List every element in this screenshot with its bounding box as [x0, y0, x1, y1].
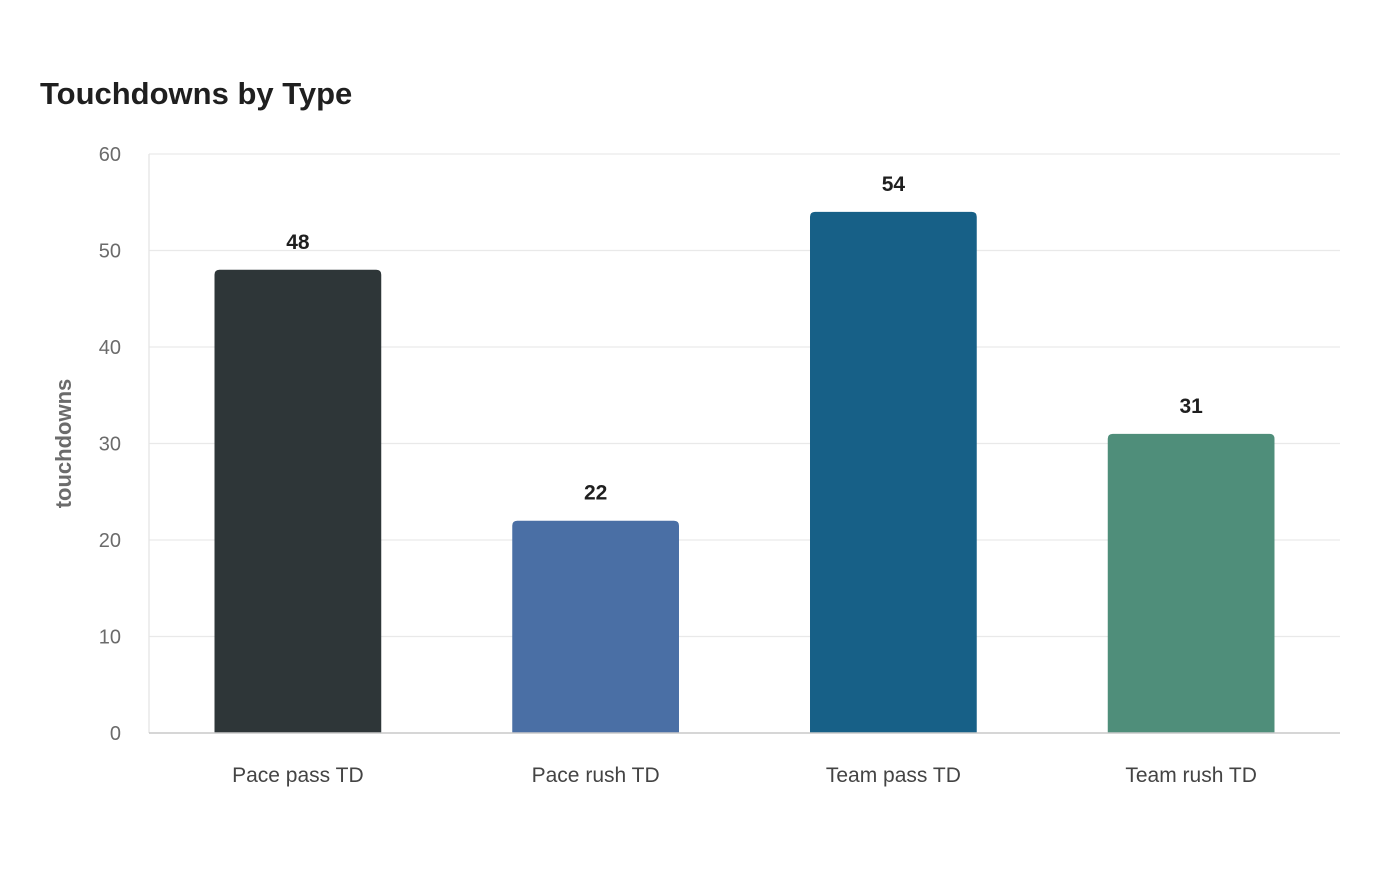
bar-pace-pass-td: [214, 269, 382, 733]
bar-team-rush-td: [1107, 433, 1275, 733]
bars: [214, 211, 1275, 733]
bar-value-label: 48: [286, 231, 310, 254]
y-tick-label: 0: [110, 723, 121, 745]
x-axis-categories: Pace pass TD Pace rush TD Team pass TD Team…: [232, 764, 1257, 787]
bar-value-label: 31: [1179, 395, 1203, 418]
y-tick-label: 20: [99, 530, 121, 552]
x-category-label: Pace rush TD: [532, 764, 660, 787]
chart-title: Touchdowns by Type: [40, 76, 353, 111]
x-category-label: Team pass TD: [826, 764, 961, 787]
y-axis-title: touchdowns: [51, 379, 76, 509]
bar-pace-rush-td: [512, 520, 679, 733]
y-tick-label: 60: [99, 144, 121, 166]
bar-value-label: 54: [882, 173, 906, 196]
x-category-label: Team rush TD: [1125, 764, 1257, 787]
x-category-label: Pace pass TD: [232, 764, 364, 787]
y-axis-ticks: 0 10 20 30 40 50 60: [99, 144, 121, 745]
y-tick-label: 30: [99, 434, 121, 456]
data-labels: 48 22 54 31: [286, 173, 1203, 505]
bar-team-pass-td: [810, 211, 977, 733]
bar-value-label: 22: [584, 482, 607, 505]
y-tick-label: 50: [99, 241, 121, 263]
y-tick-label: 40: [99, 337, 121, 359]
y-tick-label: 10: [99, 627, 121, 649]
